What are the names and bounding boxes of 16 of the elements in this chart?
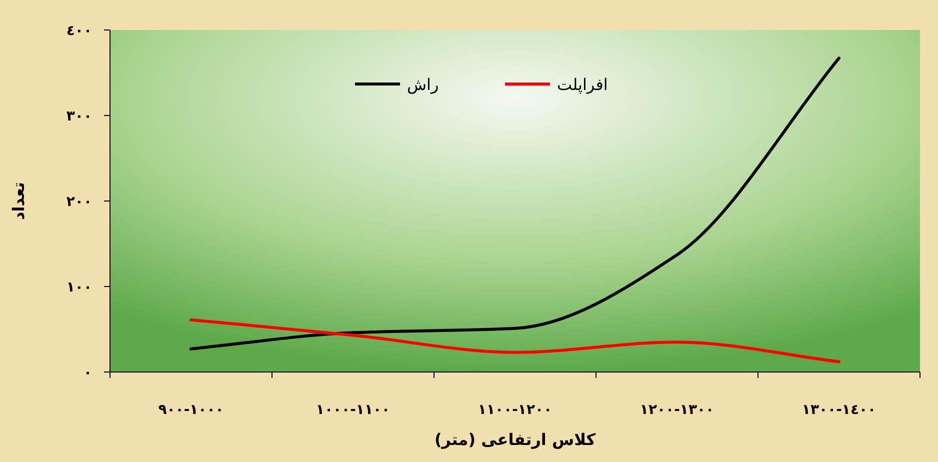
y-tick-label: ٢٠٠ (66, 194, 92, 210)
x-tick-label: ١٠٠٠-١١٠٠ (316, 402, 390, 418)
line-series (190, 318, 840, 364)
y-axis-title: تعداد (9, 182, 28, 220)
x-tick-label: ٩٠٠-١٠٠٠ (158, 402, 224, 418)
y-tick-label: ١٠٠ (66, 280, 92, 296)
y-tick-label: ٣٠٠ (66, 108, 92, 124)
y-tick-label: ٤٠٠ (66, 23, 92, 39)
legend-label: افراپلت (557, 75, 608, 94)
x-axis-title: کلاس ارتفاعی (متر) (434, 430, 596, 449)
line-series (190, 56, 840, 350)
x-tick-label: ١٢٠٠-١٣٠٠ (640, 402, 714, 418)
x-tick-label: ١٣٠٠-١٤٠٠ (802, 402, 876, 418)
legend-label: راش (407, 75, 439, 94)
y-tick-label: ٠ (83, 365, 92, 381)
x-tick-label: ١١٠٠-١٢٠٠ (478, 402, 552, 418)
